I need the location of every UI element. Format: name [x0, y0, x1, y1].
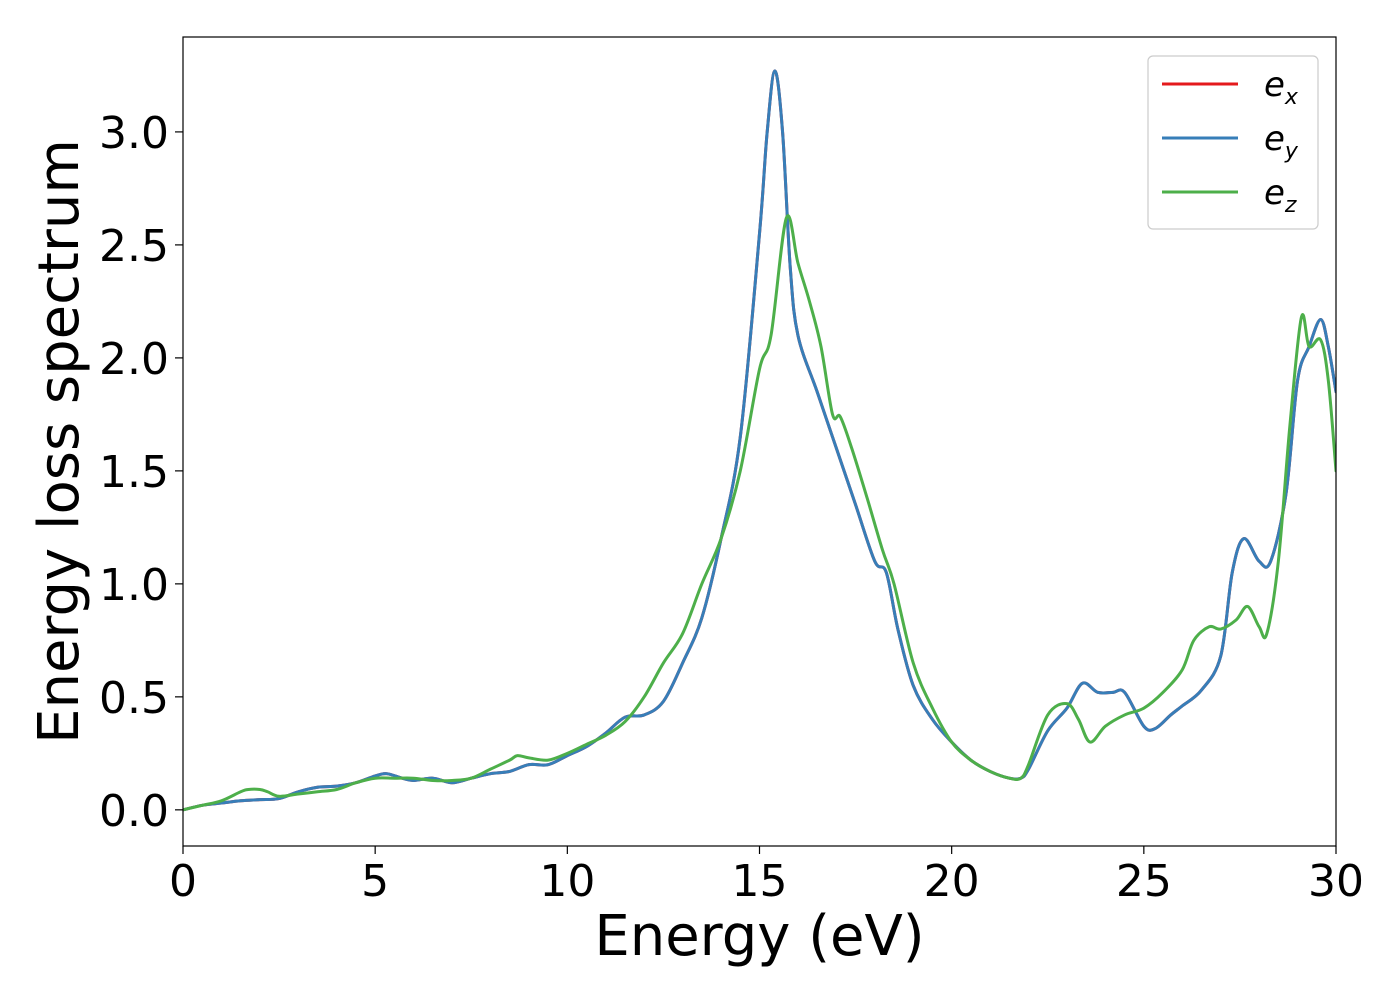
legend-label: ey [1264, 119, 1299, 164]
legend-label: ez [1264, 173, 1297, 218]
y-tick-label: 0.5 [99, 673, 169, 724]
legend: ex ey ez [1147, 55, 1319, 230]
x-tick-label: 25 [1116, 856, 1172, 907]
y-tick-label: 2.5 [99, 221, 169, 272]
y-tick-label: 3.0 [99, 108, 169, 159]
x-tick-label: 30 [1308, 856, 1364, 907]
legend-box [1147, 55, 1319, 230]
y-tick-label: 2.0 [99, 334, 169, 385]
y-tick-label: 1.5 [99, 447, 169, 498]
y-tick-label: 0.0 [99, 786, 169, 837]
y-axis-title: Energy loss spectrum [27, 139, 92, 744]
legend-label: ex [1264, 65, 1299, 110]
series-layer [183, 69, 1336, 812]
x-tick-label: 20 [924, 856, 980, 907]
x-tick-label: 10 [539, 856, 595, 907]
series-line-e-z [183, 214, 1336, 812]
x-tick-label: 15 [732, 856, 788, 907]
x-axis-title: Energy (eV) [594, 904, 924, 969]
x-tick-label: 5 [361, 856, 389, 907]
y-tick-label: 1.0 [99, 560, 169, 611]
y-axis: 0.0 0.5 1.0 1.5 2.0 2.5 3.0 [99, 108, 183, 837]
x-tick-label: 0 [169, 856, 197, 907]
x-axis: 0 5 10 15 20 25 30 [169, 846, 1364, 907]
